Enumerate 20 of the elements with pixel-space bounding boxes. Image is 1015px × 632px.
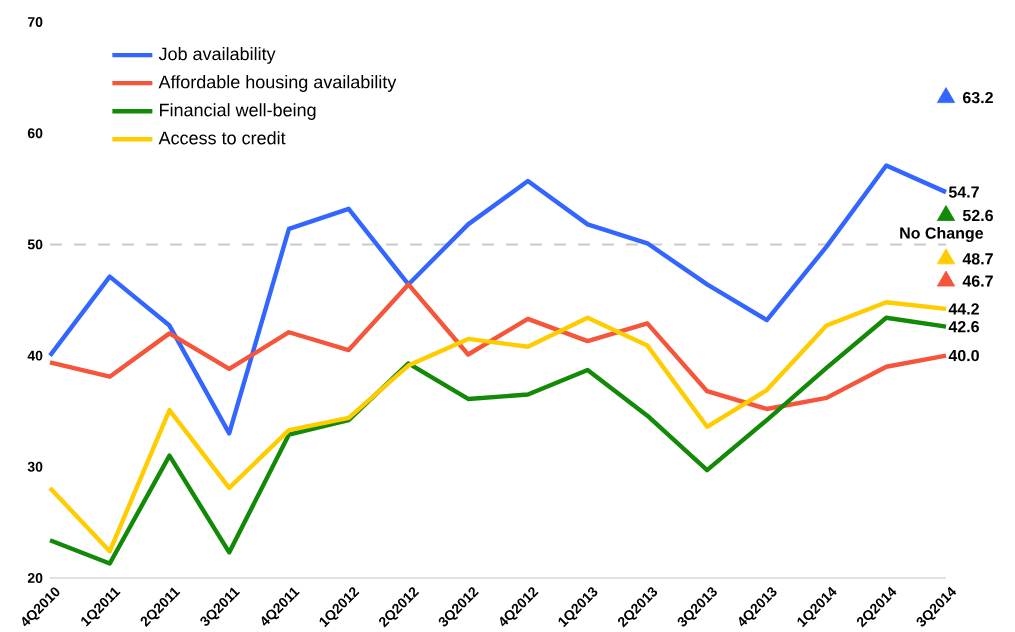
data-label: 44.2 — [948, 303, 979, 315]
data-label: 42.6 — [948, 321, 979, 333]
line-series — [47, 282, 949, 412]
y-tick-label: 60 — [27, 128, 43, 139]
ref-line-label: No Change — [900, 227, 984, 242]
data-label: 48.7 — [962, 253, 993, 265]
data-label: 54.7 — [948, 186, 979, 198]
y-tick-label: 20 — [27, 573, 43, 583]
y-tick-label: 40 — [27, 350, 43, 361]
y-tick-label: 70 — [27, 17, 43, 27]
legend-label: Job availability — [158, 47, 276, 64]
legend-label: Affordable housing availability — [158, 75, 397, 92]
legend-label: Financial well-being — [160, 103, 316, 120]
data-label: 63.2 — [963, 91, 993, 104]
y-tick-label: 50 — [27, 239, 43, 250]
data-label: 40.0 — [948, 349, 979, 362]
y-tick-label: 30 — [27, 461, 43, 472]
data-label: 46.7 — [962, 275, 993, 287]
legend-label: Access to credit — [158, 131, 286, 145]
data-label: 52.6 — [962, 209, 993, 222]
